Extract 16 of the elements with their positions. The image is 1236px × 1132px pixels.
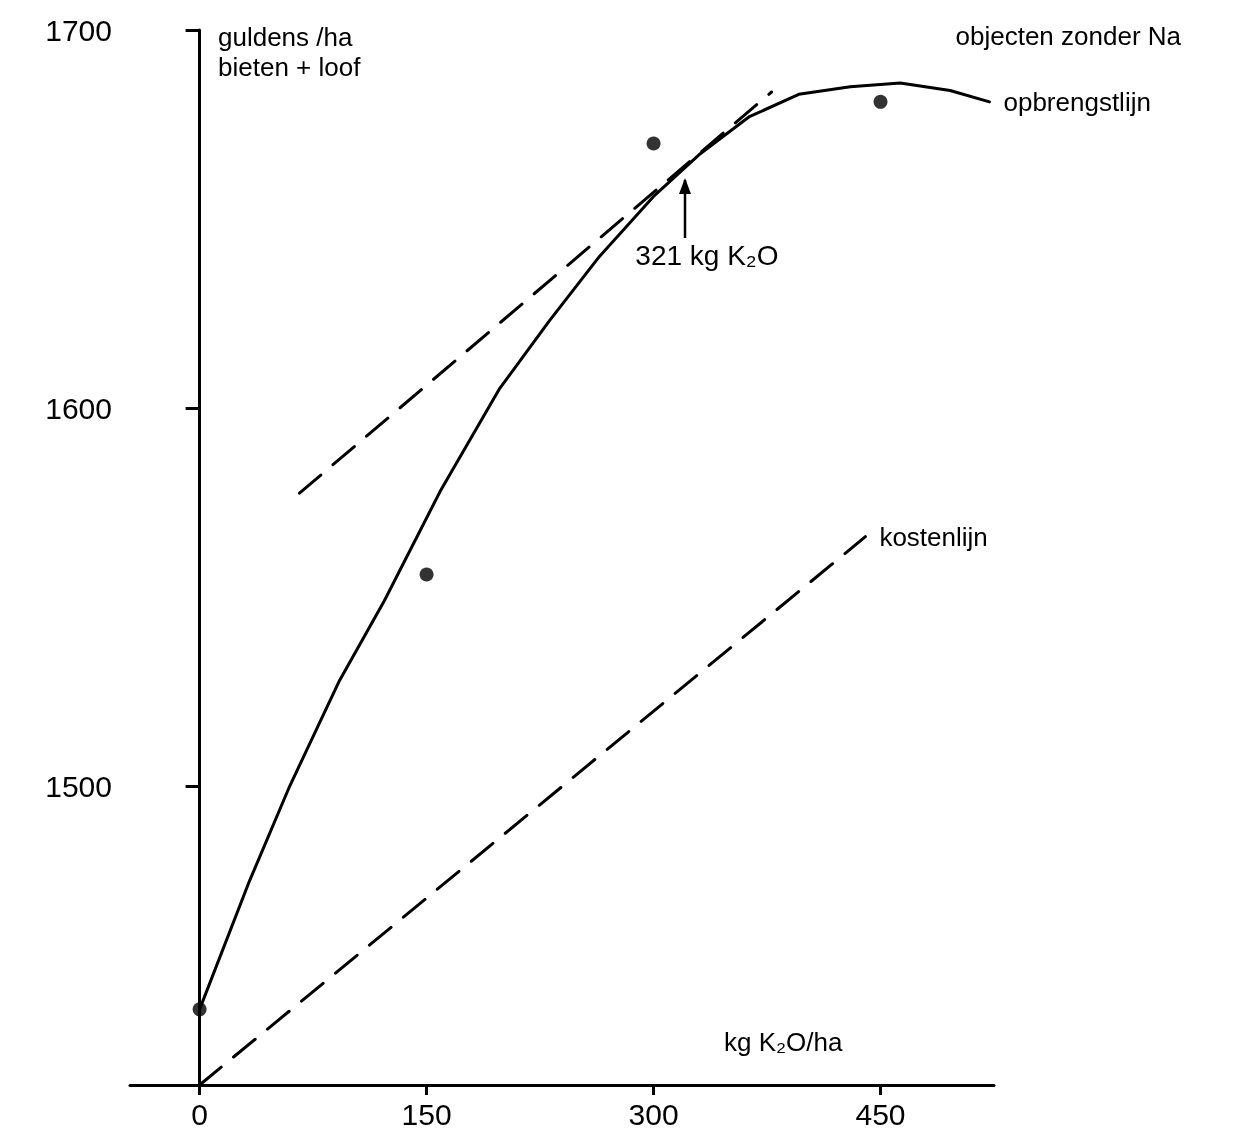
x-tick-label: 450 bbox=[855, 1097, 906, 1131]
annotation: 321 kg K₂O bbox=[635, 240, 779, 272]
point bbox=[873, 94, 888, 109]
x-tick-label: 300 bbox=[628, 1097, 679, 1131]
y-axis-title: guldens /ha bieten + loof bbox=[218, 22, 362, 82]
y-tick-label: 1600 bbox=[45, 391, 112, 425]
point bbox=[419, 567, 434, 582]
series-label: kostenlijn bbox=[879, 521, 988, 552]
x-tick-label: 150 bbox=[401, 1097, 452, 1131]
text: objecten zonder Na bbox=[955, 21, 1182, 51]
series-label: opbrengstlijn bbox=[1003, 86, 1151, 117]
point bbox=[646, 136, 661, 151]
y-tick-label: 1500 bbox=[45, 769, 112, 803]
y-tick-label: 1700 bbox=[45, 13, 112, 47]
x-axis-title: kg K₂O/ha bbox=[724, 1027, 844, 1057]
x-tick-label: 0 bbox=[191, 1097, 208, 1131]
